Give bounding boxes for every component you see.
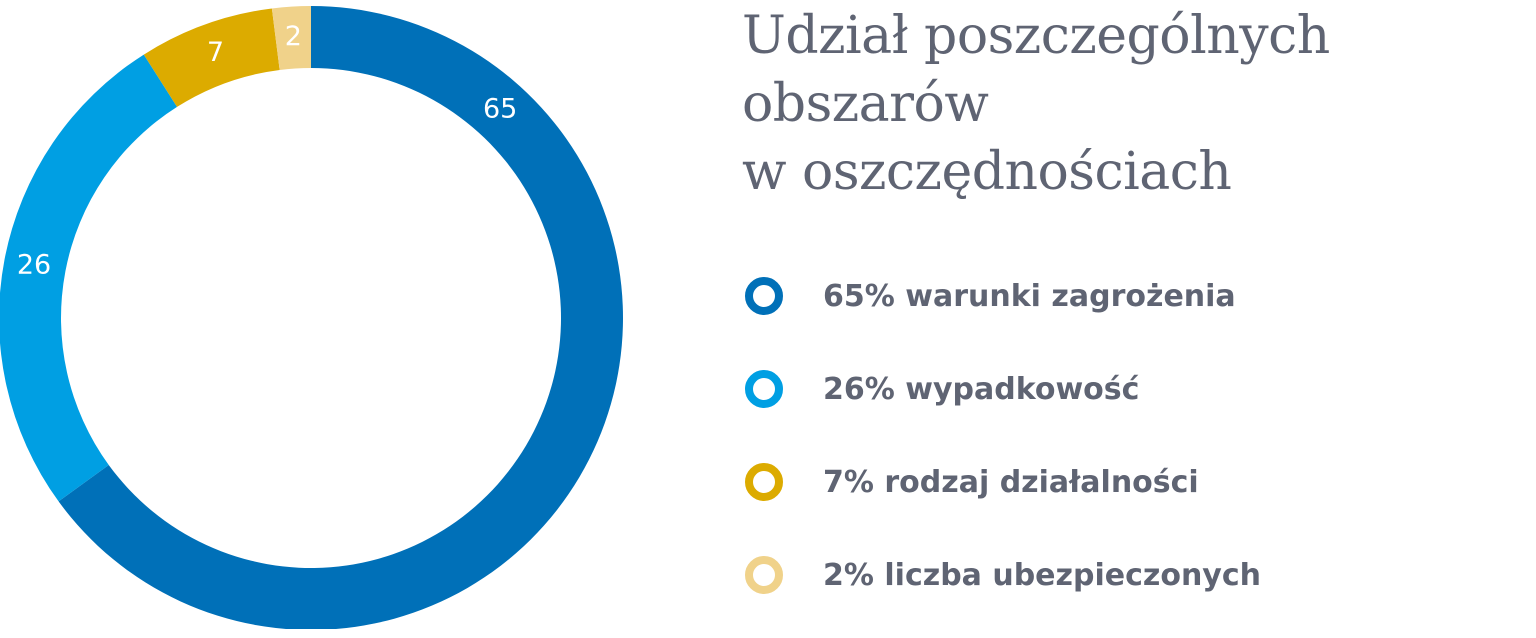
ring-icon bbox=[745, 556, 783, 594]
slice-label-4: 2 bbox=[285, 21, 302, 52]
ring-icon bbox=[745, 277, 783, 315]
chart-title-line-3: w oszczędnościach bbox=[742, 142, 1232, 202]
donut-slice-3 bbox=[143, 8, 280, 107]
slice-label-2: 26 bbox=[17, 250, 51, 281]
legend: 65% warunki zagrożenia 26% wypadkowość 7… bbox=[745, 266, 1261, 638]
legend-label: 2% liczba ubezpieczonych bbox=[823, 557, 1262, 593]
donut-slice-2 bbox=[0, 54, 178, 502]
donut-slice-4 bbox=[271, 6, 311, 70]
legend-item-wypadkowosc: 26% wypadkowość bbox=[745, 359, 1261, 419]
legend-label: 65% warunki zagrożenia bbox=[823, 278, 1236, 314]
ring-icon bbox=[745, 463, 783, 501]
chart-title: Udział poszczególnych obszarów w oszczęd… bbox=[742, 2, 1330, 206]
ring-icon bbox=[745, 370, 783, 408]
slice-label-1: 65 bbox=[483, 93, 517, 124]
legend-label: 26% wypadkowość bbox=[823, 371, 1140, 407]
donut-chart: 65 26 7 2 bbox=[0, 6, 623, 629]
legend-item-liczba-ubezpieczonych: 2% liczba ubezpieczonych bbox=[745, 545, 1261, 605]
chart-title-line-2: obszarów bbox=[742, 74, 989, 134]
legend-label: 7% rodzaj działalności bbox=[823, 464, 1199, 500]
chart-title-line-1: Udział poszczególnych bbox=[742, 6, 1330, 66]
legend-item-warunki-zagrozenia: 65% warunki zagrożenia bbox=[745, 266, 1261, 326]
slice-label-3: 7 bbox=[207, 37, 224, 68]
legend-item-rodzaj-dzialalnosci: 7% rodzaj działalności bbox=[745, 452, 1261, 512]
